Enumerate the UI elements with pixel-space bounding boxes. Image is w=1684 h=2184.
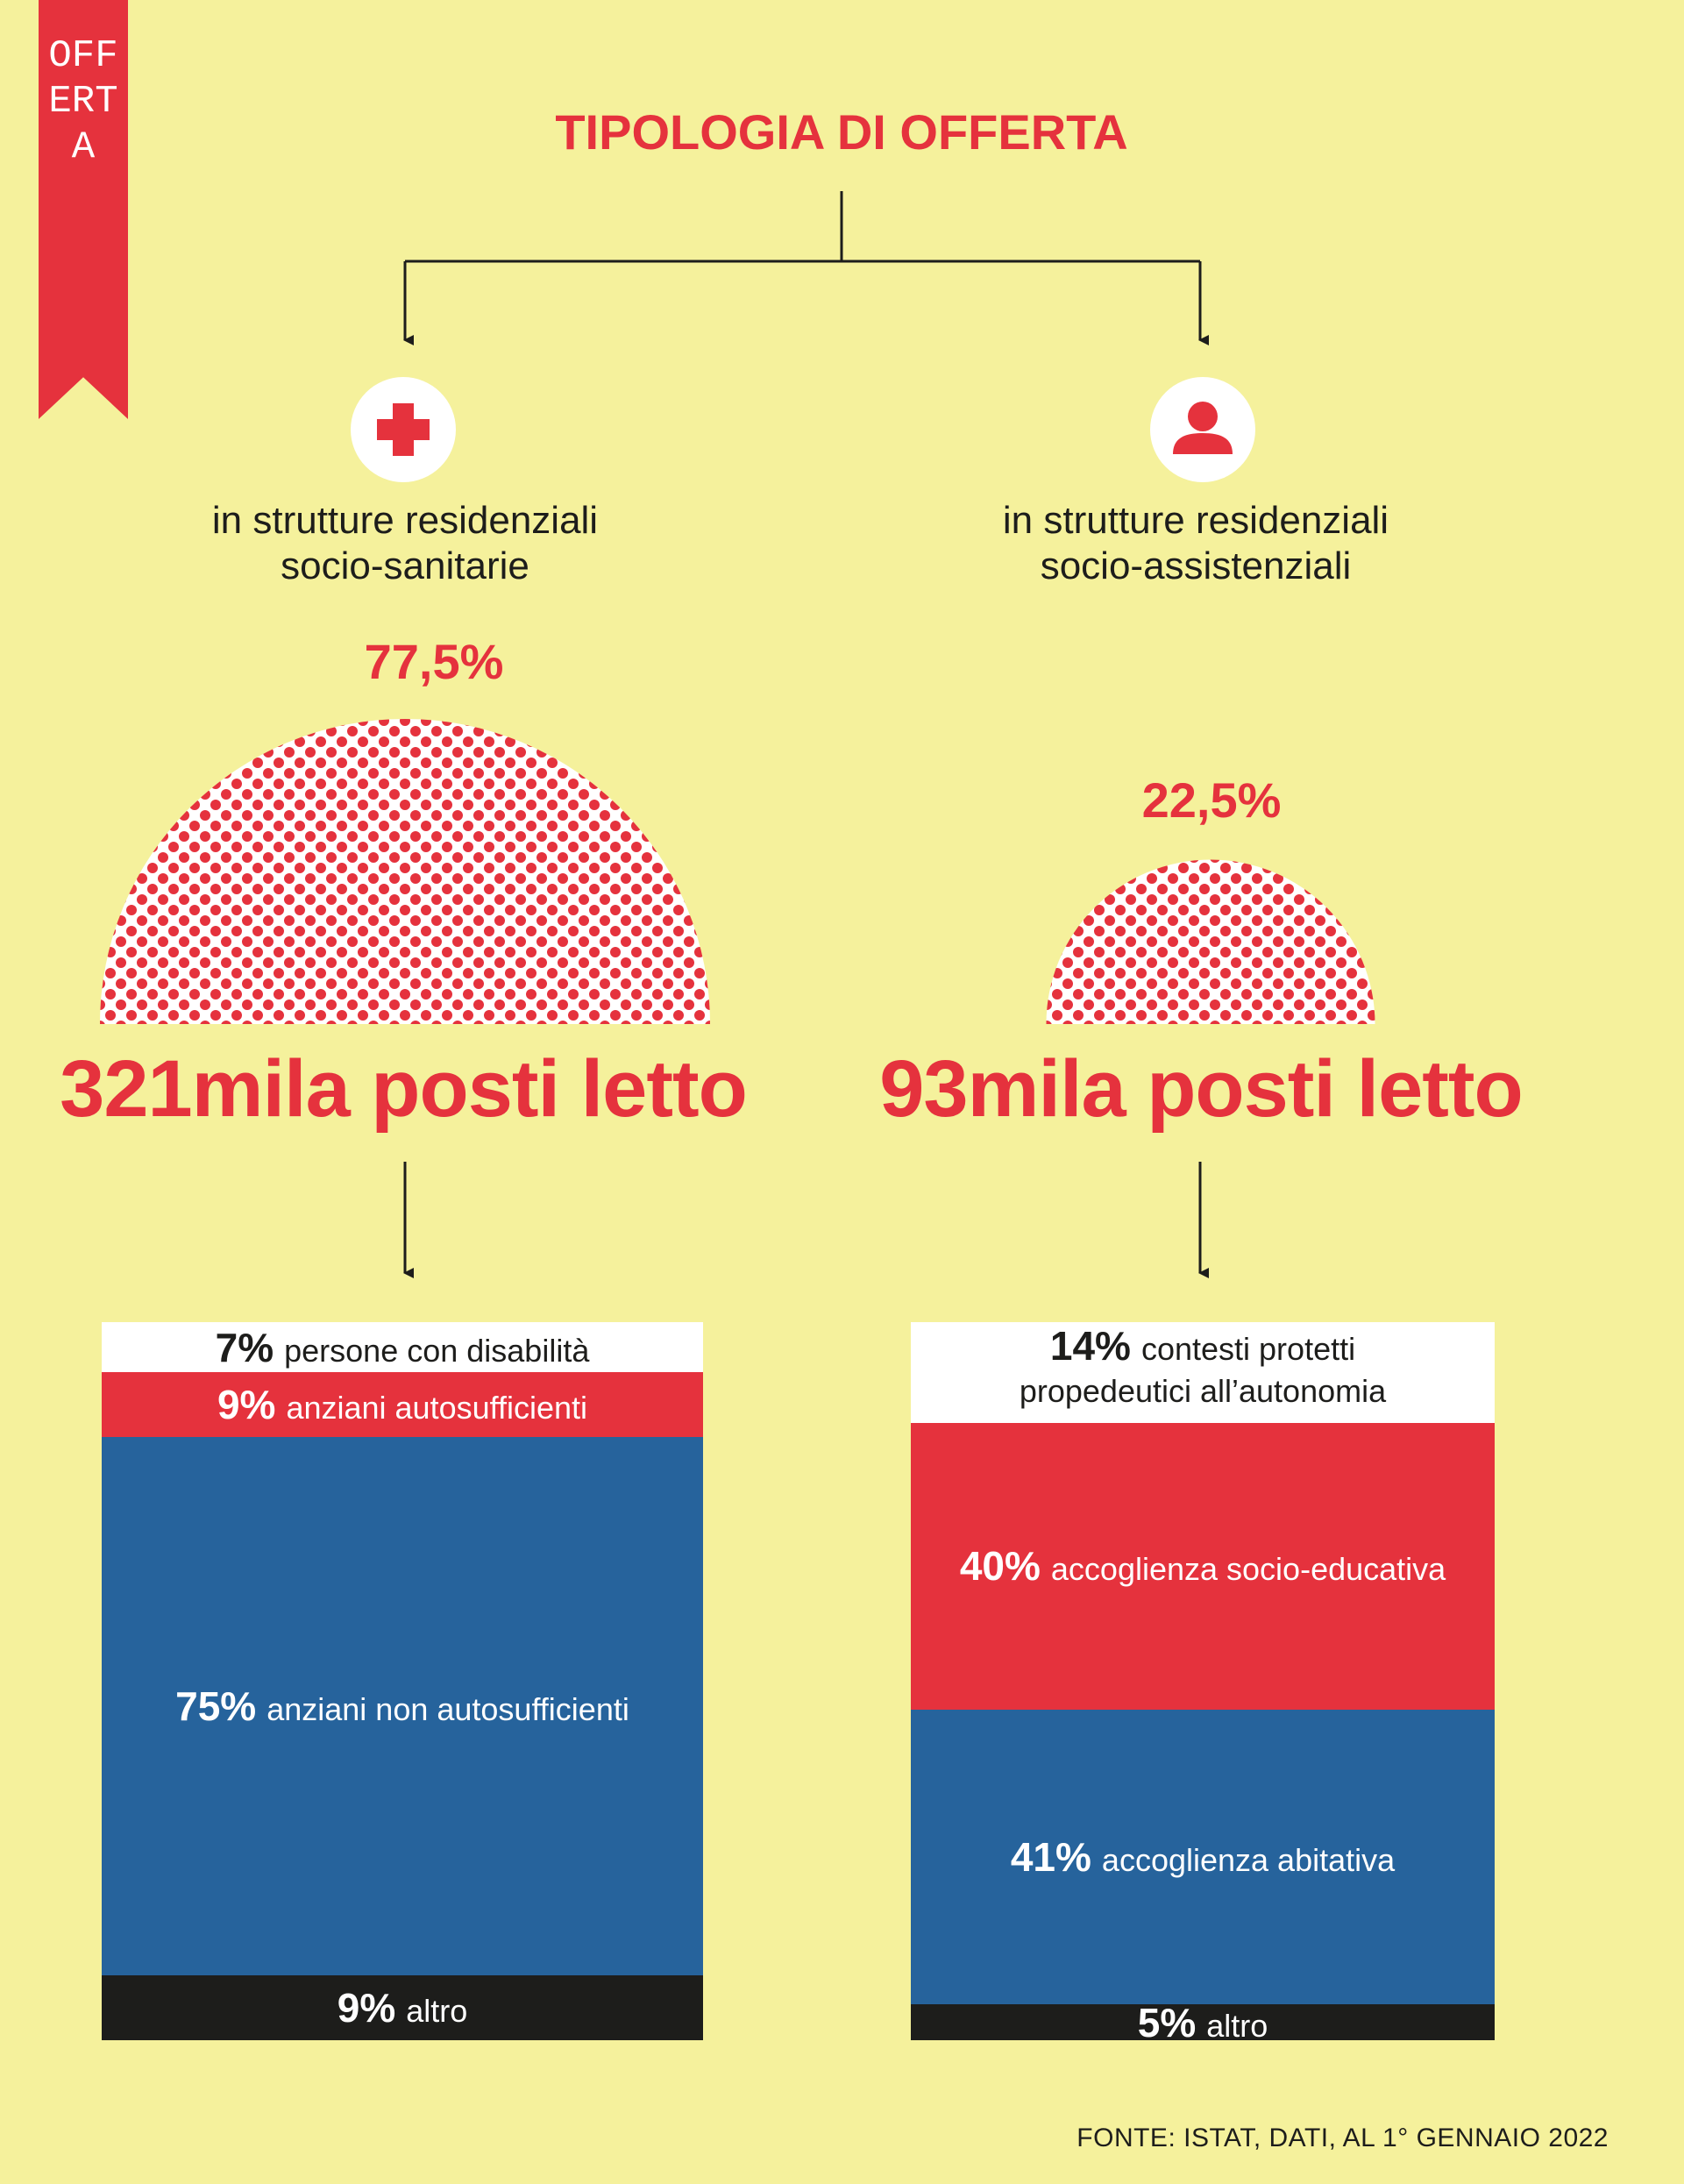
right-beds-figure: 93mila posti letto <box>879 1044 1524 1134</box>
right-breakdown-stack: 14% contesti protetti propedeutici all’au… <box>911 1322 1495 2043</box>
share-semicircles <box>100 719 1375 1024</box>
left-segment-disabilita-text: 7% persone con disabilità <box>216 1327 590 1368</box>
left-segment-non-autosufficienti-text: 75% anziani non autosufficienti <box>175 1686 629 1726</box>
left-share-semicircle <box>100 719 710 1024</box>
diagram-title: TIPOLOGIA DI OFFERTA <box>555 104 1128 160</box>
right-share-semicircle <box>1046 859 1375 1024</box>
right-segment-contesti-protetti-label: contesti protetti propedeutici all’auton… <box>1019 1331 1387 1410</box>
right-segment-altro-pct: 5% <box>1137 1999 1197 2045</box>
left-segment-altro-pct: 9% <box>337 1985 396 2031</box>
left-segment-disabilita-label: persone con disabilità <box>284 1332 590 1369</box>
right-share-label: 22,5% <box>1141 772 1282 828</box>
right-segment-abitativa-label: accoglienza abitativa <box>1101 1842 1396 1879</box>
right-category-label: in strutture residenziali socio-assisten… <box>863 498 1529 589</box>
right-segment-altro: 5% altro <box>911 2003 1495 2043</box>
right-category-line2: socio-assistenziali <box>1040 544 1352 587</box>
right-segment-contesti-protetti-pct: 14% <box>1049 1323 1131 1369</box>
right-category-line1: in strutture residenziali <box>1002 499 1389 542</box>
left-segment-non-autosufficienti: 75% anziani non autosufficienti <box>102 1437 703 1976</box>
left-segment-autosufficienti-text: 9% anziani autosufficienti <box>217 1384 587 1425</box>
left-segment-non-autosufficienti-pct: 75% <box>175 1683 257 1730</box>
left-segment-altro-label: altro <box>406 1993 468 2030</box>
left-share-label: 77,5% <box>364 634 504 689</box>
medical-cross-icon <box>351 377 456 482</box>
right-segment-abitativa-text: 41% accoglienza abitativa <box>1011 1837 1395 1877</box>
source-note: FONTE: ISTAT, DATI, AL 1° GENNAIO 2022 <box>1076 2124 1609 2152</box>
left-segment-disabilita-pct: 7% <box>215 1324 274 1370</box>
section-ribbon: OFFERTA <box>39 0 128 419</box>
right-segment-contesti-protetti: 14% contesti protetti propedeutici all’au… <box>911 1322 1495 1423</box>
section-ribbon-label: OFFERTA <box>48 34 118 169</box>
left-segment-altro-text: 9% altro <box>338 1988 468 2028</box>
left-beds-figure: 321mila posti letto <box>60 1044 748 1134</box>
right-segment-socio-educativa-text: 40% accoglienza socio-educativa <box>960 1546 1446 1586</box>
right-segment-socio-educativa-pct: 40% <box>959 1543 1041 1590</box>
right-segment-altro-label: altro <box>1206 2007 1268 2044</box>
left-category-label: in strutture residenziali socio-sanitari… <box>72 498 738 589</box>
left-segment-altro: 9% altro <box>102 1975 703 2040</box>
left-segment-autosufficienti: 9% anziani autosufficienti <box>102 1372 703 1438</box>
right-segment-abitativa: 41% accoglienza abitativa <box>911 1710 1495 2005</box>
right-segment-socio-educativa: 40% accoglienza socio-educativa <box>911 1422 1495 1711</box>
person-icon <box>1150 377 1255 482</box>
left-category-line1: in strutture residenziali <box>211 499 599 542</box>
right-segment-contesti-protetti-text: 14% contesti protetti propedeutici all’au… <box>975 1326 1431 1416</box>
left-category-line2: socio-sanitarie <box>281 544 529 587</box>
left-segment-autosufficienti-label: anziani autosufficienti <box>286 1390 588 1426</box>
left-segment-disabilita: 7% persone con disabilità <box>102 1322 703 1373</box>
left-segment-autosufficienti-pct: 9% <box>217 1382 276 1428</box>
left-segment-non-autosufficienti-label: anziani non autosufficienti <box>266 1691 629 1728</box>
right-segment-abitativa-pct: 41% <box>1010 1834 1091 1881</box>
right-segment-altro-text: 5% altro <box>1138 2003 1268 2043</box>
left-breakdown-stack: 7% persone con disabilità 9% anziani autosu… <box>102 1322 703 2040</box>
right-segment-socio-educativa-label: accoglienza socio-educativa <box>1050 1551 1446 1588</box>
